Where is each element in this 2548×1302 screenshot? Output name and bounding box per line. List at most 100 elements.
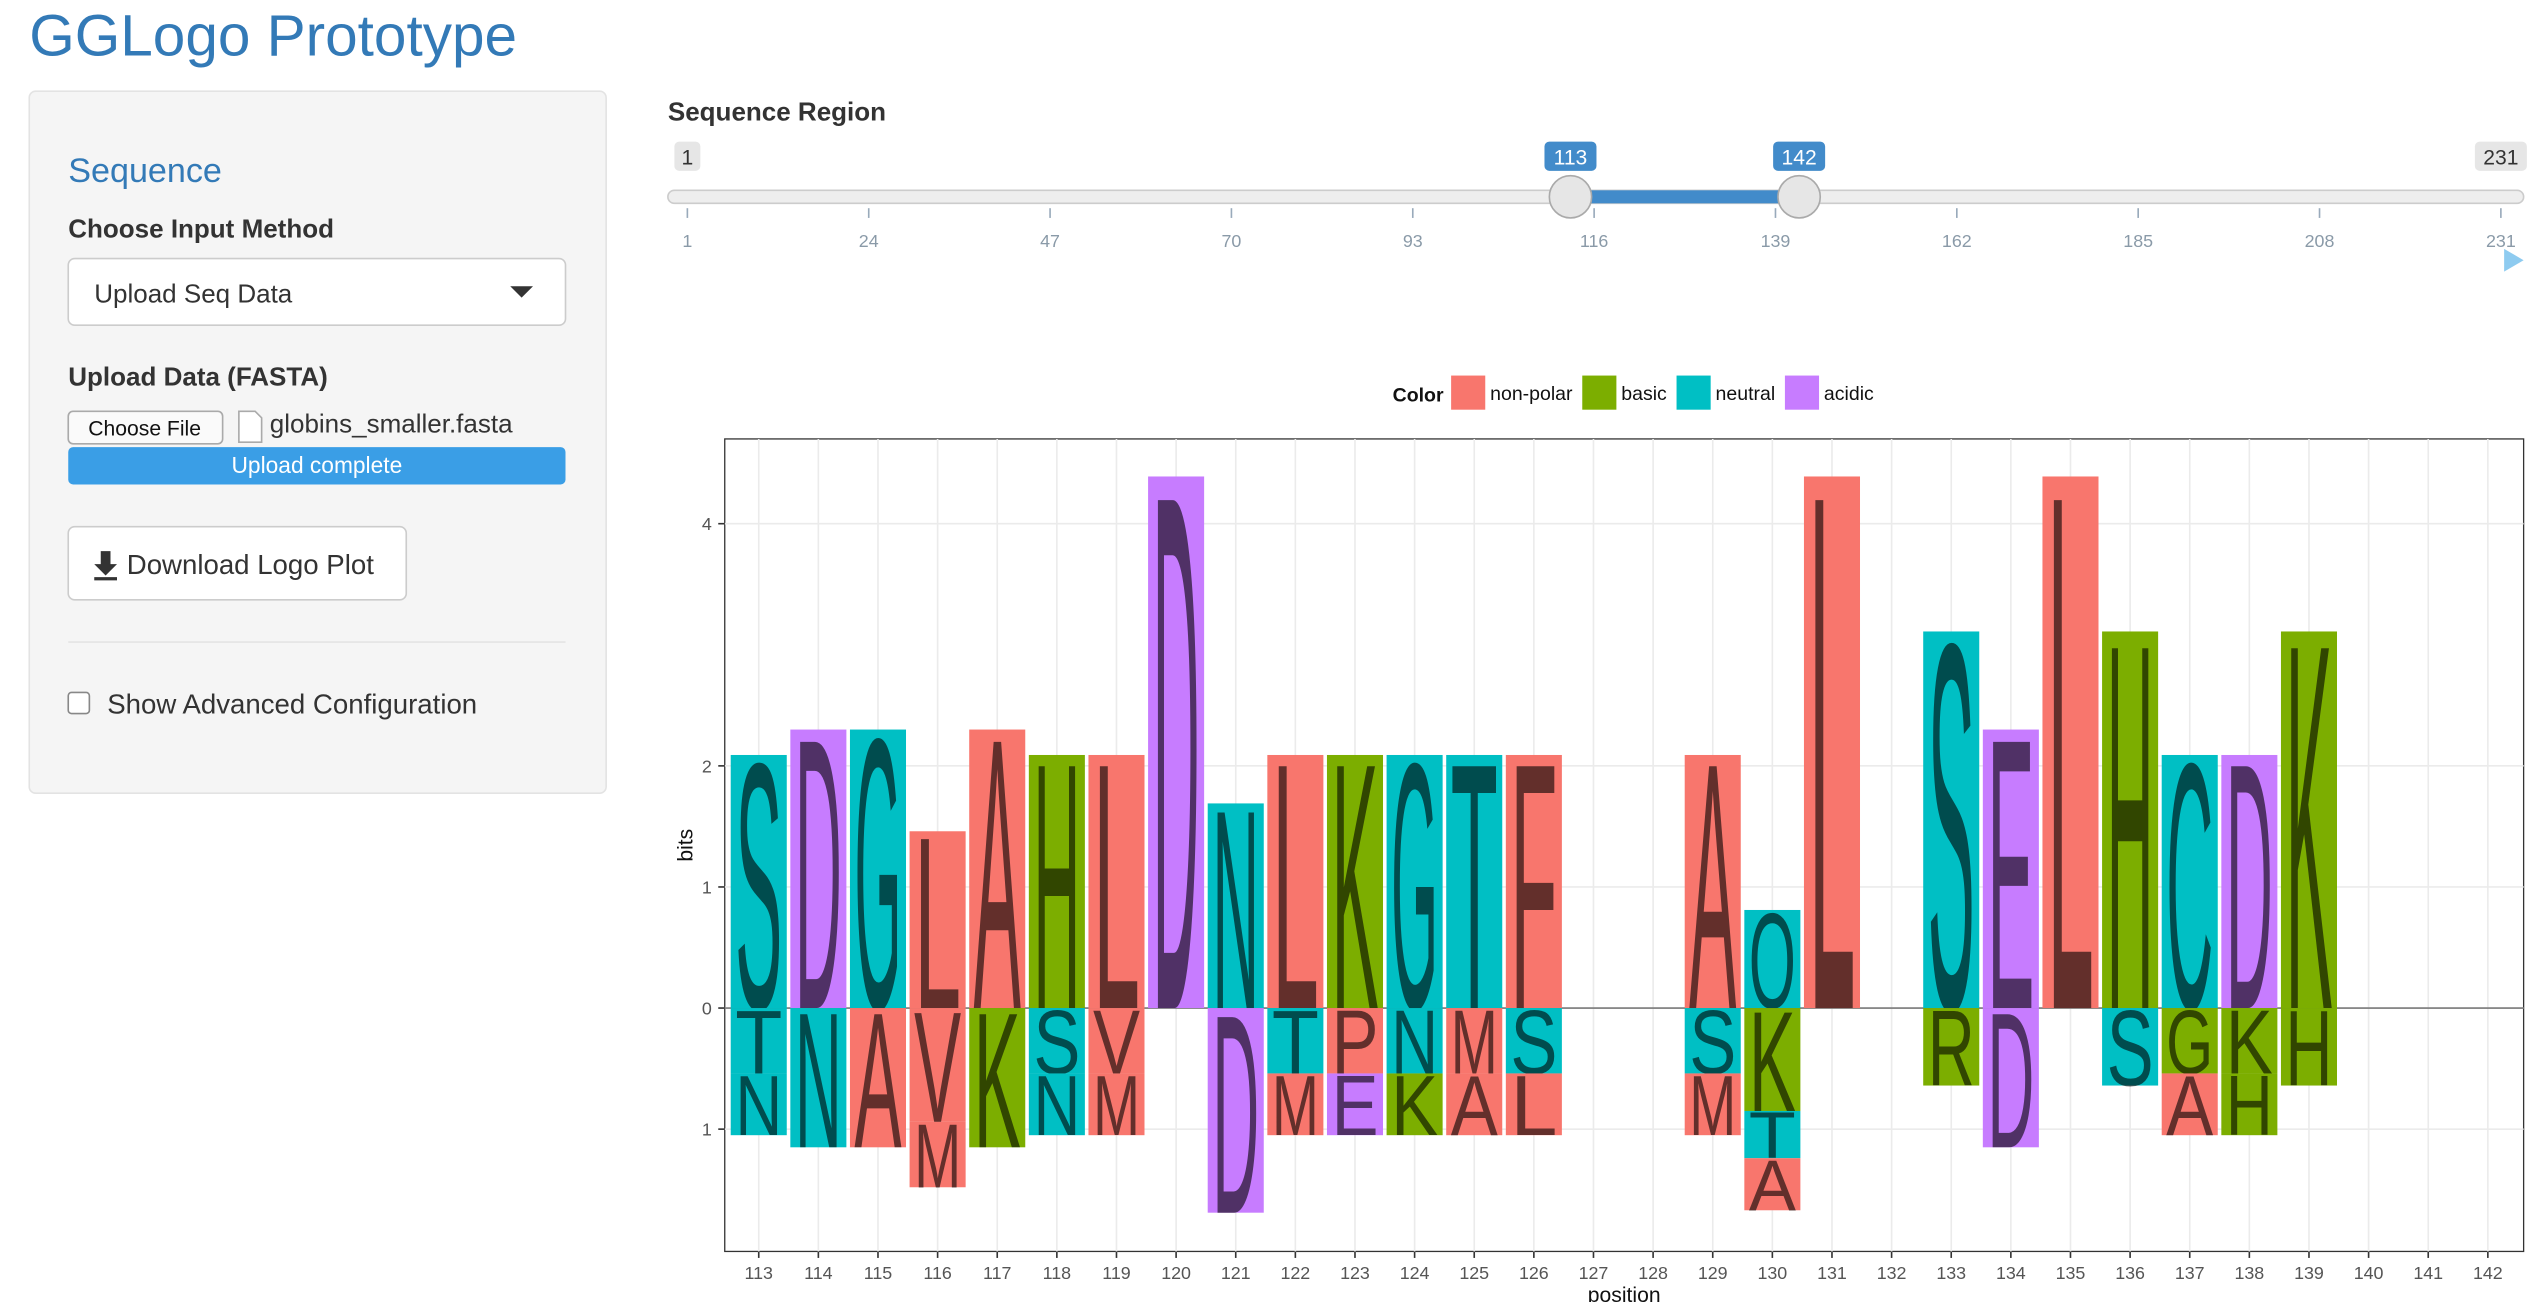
legend-title: Color [1393, 385, 1444, 407]
x-tick-label: 134 [1996, 1263, 2026, 1283]
x-axis-title: position [1588, 1284, 1661, 1302]
x-tick-label: 123 [1340, 1263, 1370, 1283]
logo-letter-block [1088, 1008, 1145, 1074]
slider-value-label: 231 [2483, 146, 2518, 169]
x-tick-label: 124 [1400, 1263, 1430, 1283]
logo-letter: E [1331, 1058, 1378, 1154]
logo-letter: M [1689, 1058, 1736, 1154]
range-slider[interactable]: 1 24 47 70 93 116 139 162 185 208 231 1 231 113 142 [667, 141, 2527, 272]
choose-file-text[interactable]: Choose File [88, 418, 201, 441]
download-icon [94, 551, 117, 581]
x-tick-label: 136 [2115, 1263, 2145, 1283]
slider-tick-label: 185 [2123, 231, 2153, 251]
logo-letter-block [1923, 631, 1980, 1009]
x-tick-label: 132 [1877, 1263, 1907, 1283]
slider-handle[interactable] [1548, 174, 1593, 219]
legend-swatch [1451, 375, 1486, 410]
logo-letter: D [1153, 341, 1200, 1165]
logo-letter-block [1028, 754, 1085, 1009]
logo-letter-block [1982, 1008, 2039, 1148]
logo-letter-block [1446, 754, 1503, 1009]
x-tick-label: 135 [2056, 1263, 2086, 1283]
logo-letter-block [969, 729, 1026, 1009]
x-tick-label: 119 [1102, 1263, 1131, 1283]
slider-tick-label: 231 [2486, 231, 2516, 251]
slider-tick-label: 24 [859, 231, 879, 251]
logo-letter: D [1987, 972, 2034, 1188]
x-tick-label: 140 [2354, 1263, 2384, 1283]
logo-letter: R [1928, 989, 1975, 1109]
slider-tick-label: 47 [1040, 231, 1060, 251]
download-button[interactable] [67, 525, 408, 601]
legend-swatch [1784, 375, 1820, 410]
logo-letter-block [1744, 1158, 1801, 1211]
x-tick-label: 114 [804, 1263, 833, 1283]
y-tick-label: 1 [702, 1120, 712, 1140]
slider-selection[interactable] [1570, 190, 1800, 204]
x-tick-label: 113 [744, 1263, 773, 1283]
logo-letter-block [1028, 1073, 1085, 1136]
logo-letter-block [909, 1121, 966, 1188]
x-tick-label: 128 [1638, 1263, 1668, 1283]
play-button[interactable] [2504, 248, 2524, 272]
legend-label: acidic [1824, 383, 1874, 405]
slider-tick-label: 70 [1221, 231, 1241, 251]
select-box[interactable] [67, 257, 567, 327]
logo-letter-block [1088, 754, 1145, 1009]
slider-value-label: 1 [682, 146, 694, 169]
advanced-checkbox[interactable] [67, 691, 91, 715]
choose-file-button[interactable] [67, 410, 224, 445]
logo-letter-block [1684, 754, 1741, 1009]
method-select[interactable]: Upload Seq Data [67, 257, 567, 327]
x-tick-label: 129 [1698, 1263, 1728, 1283]
logo-letter-block [2042, 476, 2099, 1009]
slider-tick-label: 116 [1580, 231, 1609, 251]
logo-letter-block [1326, 1073, 1384, 1136]
section-title: Sequence [68, 152, 222, 190]
slider-value-box [2474, 141, 2527, 171]
logo-letter-block [2280, 631, 2337, 1009]
y-tick-label: 0 [702, 999, 712, 1019]
x-tick-label: 120 [1161, 1263, 1191, 1283]
slider-tick-label: 93 [1403, 231, 1423, 251]
logo-letter-block [849, 729, 907, 1009]
logo-letter-block [1505, 1073, 1562, 1136]
x-tick-label: 117 [983, 1263, 1012, 1283]
logo-letter: H [2285, 989, 2332, 1109]
logo-letter-block [1684, 1008, 1741, 1074]
slider-value-label: 142 [1782, 146, 1817, 169]
file-name: globins_smaller.fasta [270, 408, 513, 438]
legend-swatch [1582, 375, 1617, 410]
progress-text: Upload complete [232, 452, 403, 478]
slider-tick-label: 162 [1942, 231, 1972, 251]
x-tick-label: 121 [1221, 1263, 1251, 1283]
download-text[interactable]: Download Logo Plot [127, 549, 374, 580]
logo-letter-block [1386, 1073, 1443, 1136]
logo-letter-block [1326, 1008, 1384, 1074]
logo-letter-block [1207, 1008, 1264, 1213]
logo-letter-block [2221, 754, 2278, 1009]
logo-letter-block [1267, 1073, 1324, 1136]
slider-value-box [674, 141, 701, 171]
logo-letter: M [914, 1106, 961, 1207]
method-label: Choose Input Method [68, 213, 334, 243]
logo-letter-block [1386, 1008, 1443, 1074]
slider-handle[interactable] [1777, 174, 1822, 219]
legend-swatch [1676, 375, 1711, 410]
advanced-label[interactable]: Show Advanced Configuration [107, 689, 477, 720]
y-tick-label: 1 [702, 877, 712, 897]
slider-label: Sequence Region [668, 96, 886, 126]
progress-bar [68, 447, 566, 485]
logo-letter: H [2226, 1058, 2273, 1154]
logo-letter-block [1088, 1073, 1145, 1136]
slider-value-box [1773, 141, 1826, 171]
logo-letter-block [1505, 754, 1562, 1009]
select-value[interactable]: Upload Seq Data [94, 278, 293, 308]
slider-value-label: 113 [1554, 146, 1588, 169]
logo-letter: K [974, 972, 1021, 1188]
x-tick-label: 139 [2294, 1263, 2324, 1283]
file-icon [238, 410, 263, 444]
logo-letter-block [1684, 1073, 1741, 1136]
logo-letter-block [790, 1008, 847, 1148]
